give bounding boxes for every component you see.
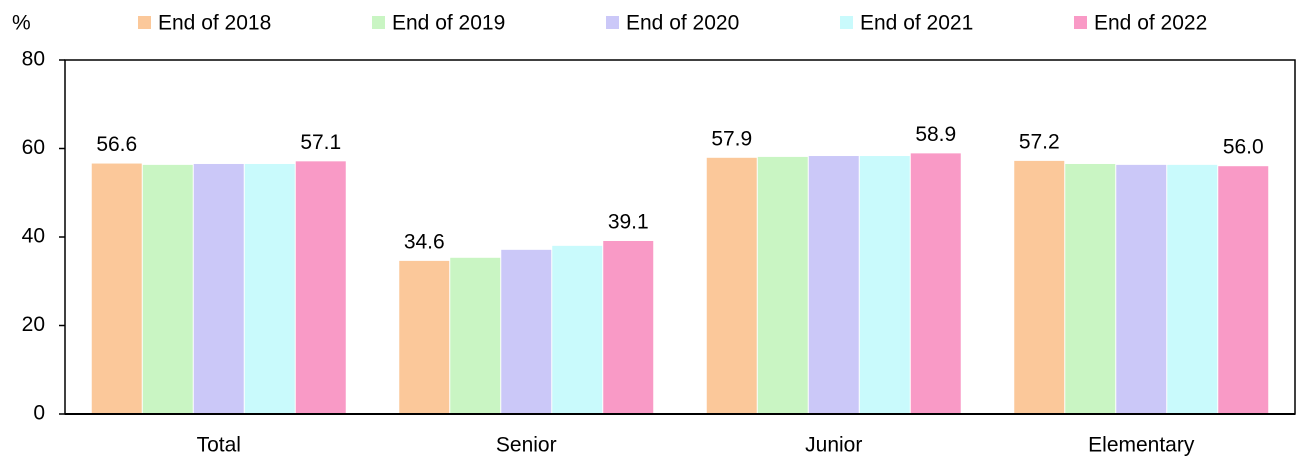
bar [808, 156, 859, 414]
data-label: 56.6 [96, 133, 137, 156]
y-tick-label: 80 [22, 48, 45, 71]
bar [1014, 160, 1065, 414]
y-tick-label: 0 [33, 402, 45, 425]
data-label: 57.2 [1019, 130, 1060, 153]
bar [142, 164, 193, 414]
legend-swatch [372, 16, 385, 29]
bar [399, 260, 450, 414]
data-label: 57.9 [711, 127, 752, 150]
data-label: 57.1 [300, 131, 341, 154]
bar [757, 156, 808, 414]
legend-label: End of 2019 [392, 12, 505, 35]
bar [450, 257, 501, 414]
x-tick-label: Junior [805, 434, 862, 457]
y-tick-label: 20 [22, 313, 45, 336]
x-tick-label: Elementary [1088, 434, 1195, 457]
bar [603, 240, 654, 414]
bar [295, 161, 346, 414]
x-tick-label: Total [197, 434, 241, 457]
bar [244, 163, 295, 414]
bar [193, 163, 244, 414]
legend-label: End of 2022 [1094, 12, 1207, 35]
bar [859, 156, 910, 414]
y-tick-label: 60 [22, 136, 45, 159]
bar [91, 163, 142, 414]
legend-label: End of 2018 [158, 12, 271, 35]
legend-swatch [606, 16, 619, 29]
data-label: 56.0 [1223, 136, 1264, 159]
data-label: 39.1 [608, 211, 649, 234]
data-label: 34.6 [404, 230, 445, 253]
bar [706, 157, 757, 415]
data-label: 58.9 [915, 123, 956, 146]
legend-label: End of 2021 [860, 12, 973, 35]
bar [1218, 166, 1269, 414]
legend-swatch [1074, 16, 1087, 29]
bar [1167, 164, 1218, 414]
legend-swatch [840, 16, 853, 29]
bar [501, 249, 552, 414]
legend-swatch [138, 16, 151, 29]
bar [552, 245, 603, 414]
bar [910, 153, 961, 414]
x-tick-label: Senior [496, 434, 557, 457]
y-axis-label: % [12, 12, 31, 35]
bar [1065, 163, 1116, 414]
y-tick-label: 40 [22, 225, 45, 248]
bar [1116, 164, 1167, 414]
legend-label: End of 2020 [626, 12, 739, 35]
